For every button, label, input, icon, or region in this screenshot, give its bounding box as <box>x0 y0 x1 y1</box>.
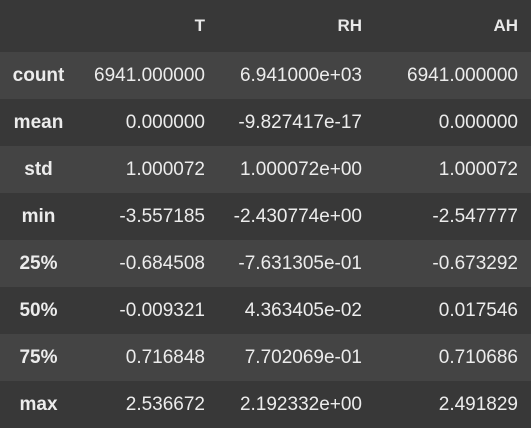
table-row: 25% -0.684508 -7.631305e-01 -0.673292 <box>0 240 531 287</box>
table-body: count 6941.000000 6.941000e+03 6941.0000… <box>0 52 531 428</box>
table-header: T RH AH <box>0 0 531 52</box>
table-cell: 0.017546 <box>438 299 518 321</box>
row-label: max <box>19 393 58 415</box>
table-row: count 6941.000000 6.941000e+03 6941.0000… <box>0 52 531 99</box>
table-cell: -7.631305e-01 <box>238 252 362 274</box>
table-cell: -2.547777 <box>432 205 518 227</box>
table-row: max 2.536672 2.192332e+00 2.491829 <box>0 381 531 428</box>
table-cell: -9.827417e-17 <box>238 111 362 133</box>
column-header-t: T <box>194 16 205 35</box>
table-cell: -0.673292 <box>432 252 518 274</box>
table-row: 75% 0.716848 7.702069e-01 0.710686 <box>0 334 531 381</box>
table-cell: 0.000000 <box>438 111 518 133</box>
table-cell: 1.000072 <box>125 158 205 180</box>
row-label: min <box>21 205 56 227</box>
table-row: std 1.000072 1.000072e+00 1.000072 <box>0 146 531 193</box>
row-label: std <box>24 158 53 180</box>
row-label: 25% <box>19 252 58 274</box>
column-header-rh: RH <box>337 16 362 35</box>
column-header-ah: AH <box>493 16 518 35</box>
table-cell: -3.557185 <box>119 205 205 227</box>
table-cell: 6941.000000 <box>407 64 518 86</box>
table-cell: 1.000072e+00 <box>239 158 362 180</box>
table-cell: 0.716848 <box>125 346 205 368</box>
table-cell: -0.009321 <box>119 299 205 321</box>
table-cell: 0.000000 <box>125 111 205 133</box>
table-cell: 7.702069e-01 <box>244 346 362 368</box>
header-row: T RH AH <box>0 0 531 52</box>
table-row: mean 0.000000 -9.827417e-17 0.000000 <box>0 99 531 146</box>
index-header <box>0 0 77 52</box>
table-row: 50% -0.009321 4.363405e-02 0.017546 <box>0 287 531 334</box>
row-label: mean <box>13 111 64 133</box>
row-label: 75% <box>19 346 58 368</box>
table-cell: 2.536672 <box>125 393 205 415</box>
row-label: 50% <box>19 299 58 321</box>
table-cell: 6.941000e+03 <box>239 64 362 86</box>
table-row: min -3.557185 -2.430774e+00 -2.547777 <box>0 193 531 240</box>
row-label: count <box>12 64 65 86</box>
table-cell: 0.710686 <box>438 346 518 368</box>
table-cell: 2.491829 <box>438 393 518 415</box>
table-cell: 6941.000000 <box>94 64 205 86</box>
table-cell: 1.000072 <box>438 158 518 180</box>
table-cell: 4.363405e-02 <box>244 299 362 321</box>
table-cell: -0.684508 <box>119 252 205 274</box>
table-cell: -2.430774e+00 <box>233 205 362 227</box>
table-cell: 2.192332e+00 <box>239 393 362 415</box>
